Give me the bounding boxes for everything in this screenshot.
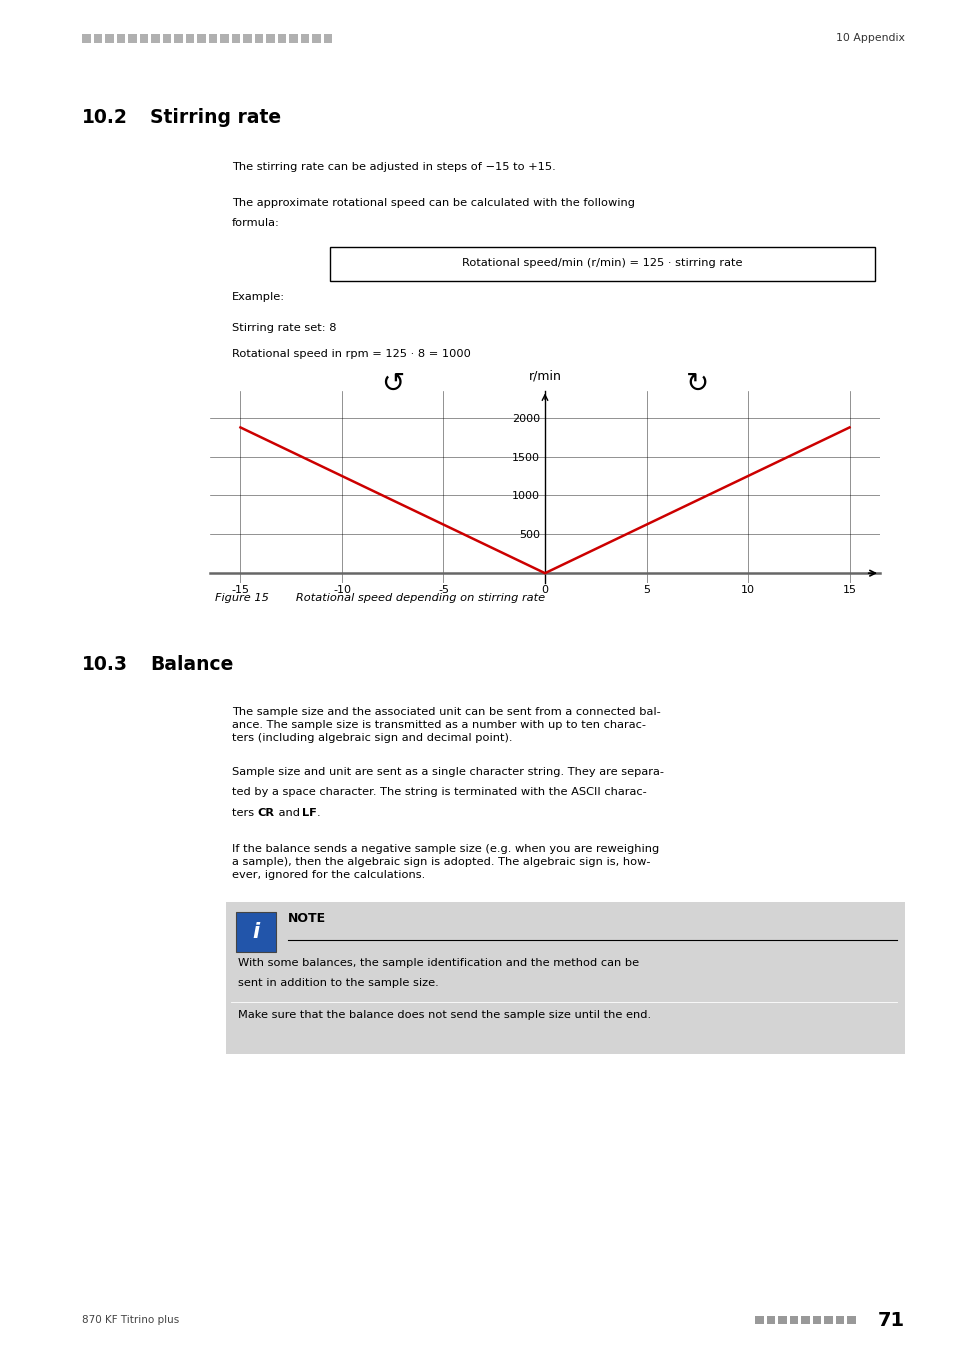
Bar <box>226 902 904 1053</box>
Text: 10.2: 10.2 <box>82 108 128 127</box>
Bar <box>812 1316 821 1324</box>
Text: -15: -15 <box>232 585 249 595</box>
Bar <box>196 34 205 42</box>
Text: 0: 0 <box>541 585 548 595</box>
Bar <box>220 34 229 42</box>
Text: ↻: ↻ <box>685 370 708 398</box>
Text: -5: -5 <box>437 585 449 595</box>
Text: Balance: Balance <box>150 655 233 674</box>
Bar <box>235 911 275 952</box>
Text: If the balance sends a negative sample size (e.g. when you are reweighing
a samp: If the balance sends a negative sample s… <box>232 844 659 880</box>
Text: The sample size and the associated unit can be sent from a connected bal-
ance. : The sample size and the associated unit … <box>232 706 660 744</box>
Bar <box>835 1316 843 1324</box>
Bar <box>266 34 274 42</box>
Bar <box>330 247 874 281</box>
Text: CR: CR <box>257 807 274 818</box>
Text: Rotational speed depending on stirring rate: Rotational speed depending on stirring r… <box>285 593 544 602</box>
Bar <box>93 34 102 42</box>
Bar <box>765 1316 774 1324</box>
Bar <box>312 34 320 42</box>
Bar <box>801 1316 809 1324</box>
Text: 870 KF Titrino plus: 870 KF Titrino plus <box>82 1315 179 1324</box>
Bar <box>151 34 159 42</box>
Bar <box>277 34 286 42</box>
Text: -10: -10 <box>333 585 351 595</box>
Text: Example:: Example: <box>232 293 285 302</box>
Text: LF: LF <box>302 807 316 818</box>
Text: 10.3: 10.3 <box>82 655 128 674</box>
Text: and: and <box>274 807 303 818</box>
Bar <box>289 34 297 42</box>
Text: formula:: formula: <box>232 219 279 228</box>
Text: Figure 15: Figure 15 <box>214 593 269 602</box>
Bar <box>846 1316 855 1324</box>
Bar <box>162 34 171 42</box>
Bar <box>185 34 193 42</box>
Bar <box>789 1316 797 1324</box>
Text: 71: 71 <box>877 1311 904 1330</box>
Bar <box>778 1316 785 1324</box>
Text: NOTE: NOTE <box>288 911 326 925</box>
Bar <box>323 34 332 42</box>
Text: ↺: ↺ <box>380 370 404 398</box>
Bar <box>300 34 309 42</box>
Text: Rotational speed in rpm = 125 · 8 = 1000: Rotational speed in rpm = 125 · 8 = 1000 <box>232 348 471 359</box>
Text: ters: ters <box>232 807 257 818</box>
Bar <box>254 34 263 42</box>
Text: Rotational speed/min (r/min) = 125 · stirring rate: Rotational speed/min (r/min) = 125 · sti… <box>462 258 742 269</box>
Text: 10 Appendix: 10 Appendix <box>835 32 904 43</box>
Text: 10: 10 <box>740 585 754 595</box>
Bar <box>105 34 113 42</box>
Text: .: . <box>316 807 320 818</box>
Bar <box>243 34 252 42</box>
Bar <box>116 34 125 42</box>
Text: Make sure that the balance does not send the sample size until the end.: Make sure that the balance does not send… <box>237 1010 651 1021</box>
Bar <box>139 34 148 42</box>
Bar <box>128 34 136 42</box>
Text: i: i <box>253 922 259 941</box>
Text: With some balances, the sample identification and the method can be: With some balances, the sample identific… <box>237 957 639 968</box>
Text: The approximate rotational speed can be calculated with the following: The approximate rotational speed can be … <box>232 198 635 208</box>
Text: ted by a space character. The string is terminated with the ASCII charac-: ted by a space character. The string is … <box>232 787 646 796</box>
Text: sent in addition to the sample size.: sent in addition to the sample size. <box>237 977 438 988</box>
Bar <box>823 1316 832 1324</box>
Text: Stirring rate set: 8: Stirring rate set: 8 <box>232 323 336 332</box>
Text: 15: 15 <box>841 585 856 595</box>
Text: r/min: r/min <box>528 370 561 383</box>
Text: Sample size and unit are sent as a single character string. They are separa-: Sample size and unit are sent as a singl… <box>232 767 663 776</box>
Text: 5: 5 <box>642 585 649 595</box>
Bar <box>173 34 182 42</box>
Text: Stirring rate: Stirring rate <box>150 108 281 127</box>
Bar <box>232 34 240 42</box>
Bar <box>209 34 216 42</box>
Bar <box>82 34 91 42</box>
Text: The stirring rate can be adjusted in steps of −15 to +15.: The stirring rate can be adjusted in ste… <box>232 162 556 171</box>
Bar <box>754 1316 762 1324</box>
